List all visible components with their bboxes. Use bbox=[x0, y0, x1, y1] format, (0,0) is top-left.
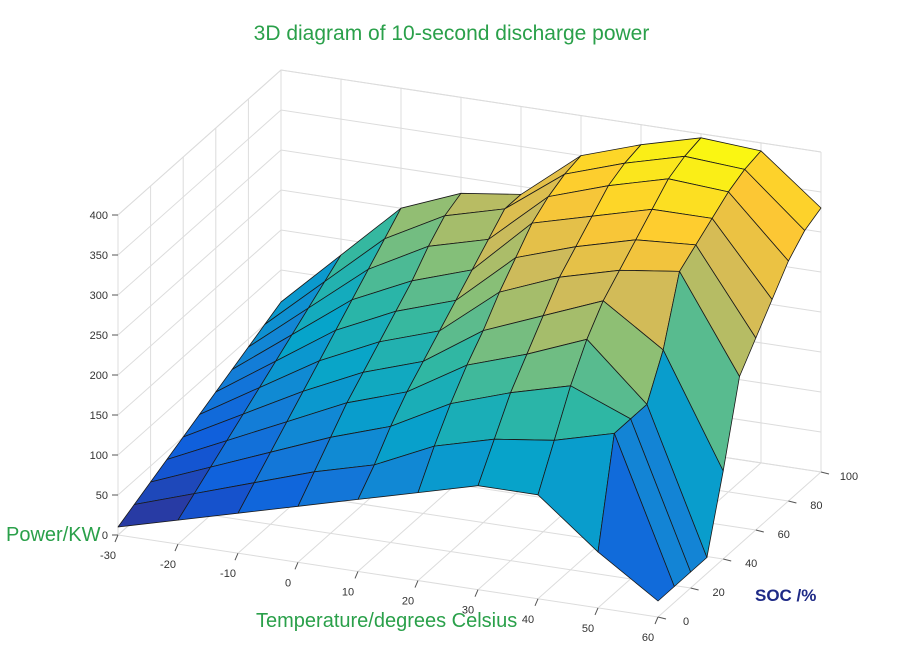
x-tick bbox=[354, 571, 359, 579]
x-tick bbox=[174, 543, 179, 552]
y-tick-label: 80 bbox=[810, 500, 822, 512]
y-tick bbox=[690, 587, 699, 591]
z-axis-label: Power/KW bbox=[6, 524, 101, 546]
x-tick-label: 10 bbox=[342, 586, 354, 598]
z-tick-label: 400 bbox=[90, 210, 108, 222]
x-tick-label: 60 bbox=[642, 632, 654, 644]
z-tick-label: 350 bbox=[90, 250, 108, 262]
y-tick bbox=[788, 500, 797, 504]
z-tick-label: 300 bbox=[90, 290, 108, 302]
y-tick bbox=[755, 529, 764, 533]
x-tick-label: -10 bbox=[220, 568, 236, 580]
x-tick-label: 40 bbox=[522, 614, 534, 626]
x-tick bbox=[414, 580, 419, 588]
surface-patch bbox=[597, 432, 675, 602]
z-tick-label: 200 bbox=[90, 370, 108, 382]
box-top-edge bbox=[117, 69, 822, 216]
x-tick-label: 30 bbox=[462, 605, 474, 617]
z-tick-label: 50 bbox=[96, 490, 108, 502]
x-tick bbox=[294, 562, 299, 570]
y-axis-label: SOC /% bbox=[755, 586, 817, 605]
z-tick-label: 0 bbox=[102, 530, 108, 542]
surface-mesh bbox=[117, 137, 822, 602]
x-tick bbox=[474, 589, 479, 597]
chart-title: 3D diagram of 10-second discharge power bbox=[253, 22, 650, 45]
x-tick bbox=[114, 534, 119, 543]
y-tick bbox=[723, 558, 732, 562]
y-tick-label: 40 bbox=[745, 558, 757, 570]
x-tick-label: -30 bbox=[100, 550, 116, 562]
x-tick bbox=[594, 607, 599, 616]
x-tick-label: -20 bbox=[160, 559, 176, 571]
y-tick-label: 100 bbox=[840, 471, 858, 483]
y-tick bbox=[820, 471, 830, 475]
x-tick-label: 0 bbox=[285, 577, 291, 589]
z-tick-label: 100 bbox=[90, 450, 108, 462]
x-tick-label: 20 bbox=[402, 596, 414, 608]
axes: 050100150200250300350400-30-20-100102030… bbox=[90, 210, 859, 644]
y-tick-label: 60 bbox=[778, 529, 790, 541]
x-tick bbox=[534, 598, 539, 606]
z-tick-label: 250 bbox=[90, 330, 108, 342]
x-tick-label: 50 bbox=[582, 623, 594, 635]
x-axis-label: Temperature/degrees Celsius bbox=[256, 610, 518, 632]
y-tick-label: 0 bbox=[683, 616, 689, 628]
y-tick bbox=[657, 616, 667, 620]
x-tick bbox=[654, 616, 659, 625]
y-tick-label: 20 bbox=[712, 587, 724, 599]
z-tick-label: 150 bbox=[90, 410, 108, 422]
x-tick bbox=[234, 553, 239, 561]
